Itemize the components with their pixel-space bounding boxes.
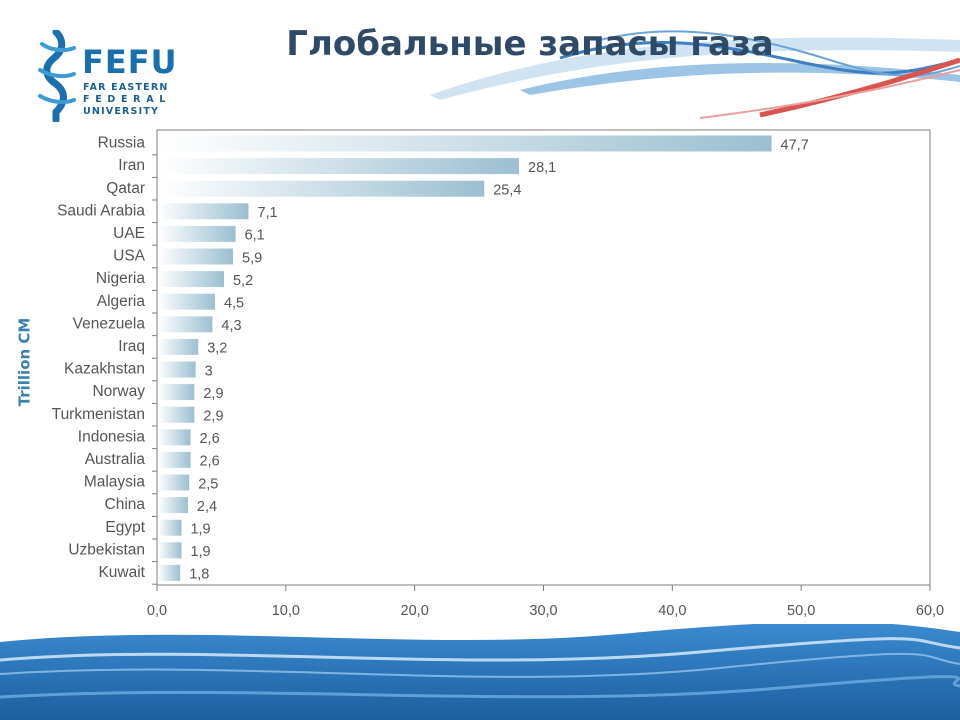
category-label: Uzbekistan (68, 541, 145, 558)
gas-reserves-bar-chart: Russia Iran Qatar Saudi Arabia UAE USA Nigeria… (16, 129, 944, 619)
category-label: Kazakhstan (64, 361, 145, 378)
fefu-logo: FEFU FAR EASTERN F E D E R A L UNIVERSIT… (34, 30, 194, 125)
category-label: Iraq (118, 338, 145, 355)
bar-china (158, 497, 188, 514)
bar-norway (158, 384, 195, 401)
category-label: Qatar (106, 180, 145, 197)
bar-egypt (158, 519, 182, 536)
plot-area-frame (156, 129, 931, 586)
logo-line-2: F E D E R A L (83, 94, 167, 105)
bar-uzbekistan (158, 542, 182, 559)
category-label: Egypt (105, 519, 145, 536)
bar-venezuela (158, 316, 213, 333)
x-tick-label: 10,0 (272, 603, 300, 619)
bar-australia (158, 451, 191, 468)
bar-kuwait (158, 564, 181, 581)
x-tick-label: 30,0 (529, 603, 557, 619)
value-label: 47,7 (781, 137, 809, 153)
bar-turkmenistan (158, 406, 195, 423)
category-label: Norway (92, 383, 145, 400)
category-label: China (105, 496, 146, 513)
value-label: 2,6 (199, 454, 219, 470)
bar-algeria (158, 293, 215, 310)
value-label: 1,9 (190, 522, 210, 538)
category-label: UAE (113, 225, 145, 242)
value-label: 28,1 (528, 160, 556, 176)
x-tick-label: 60,0 (916, 603, 944, 619)
value-label: 2,6 (199, 431, 219, 447)
bar-russia (158, 135, 772, 152)
category-label: USA (113, 248, 146, 265)
value-label: 4,5 (224, 296, 244, 312)
value-label: 2,5 (198, 476, 218, 492)
value-label: 3 (205, 363, 213, 379)
category-label: Venezuela (73, 315, 146, 332)
value-label: 3,2 (207, 341, 227, 357)
category-label: Malaysia (84, 474, 146, 491)
x-tick-label: 0,0 (147, 603, 167, 619)
slide-title: Глобальные запасы газа (286, 24, 774, 64)
x-tick-label: 40,0 (658, 603, 686, 619)
value-label: 2,4 (197, 499, 217, 515)
bar-nigeria (158, 271, 224, 288)
logo-wordmark: FEFU (82, 43, 178, 81)
value-label: 2,9 (203, 409, 223, 425)
y-axis-title: Trillion CM (16, 318, 34, 407)
category-label: Kuwait (98, 564, 145, 581)
category-label: Saudi Arabia (57, 202, 145, 219)
bar-kazakhstan (158, 361, 196, 378)
value-label: 25,4 (493, 183, 521, 199)
x-tick-label: 20,0 (401, 603, 429, 619)
bar-saudi-arabia (158, 203, 249, 220)
category-label: Turkmenistan (52, 406, 145, 423)
bar-iraq (158, 338, 199, 355)
logo-emblem-icon (38, 30, 76, 122)
bar-qatar (158, 180, 485, 197)
value-label: 7,1 (257, 205, 277, 221)
value-label: 5,9 (242, 250, 262, 266)
category-label: Algeria (97, 293, 146, 310)
bar-indonesia (158, 429, 191, 446)
value-label: 1,9 (190, 544, 210, 560)
bar-iran (158, 158, 520, 175)
bar-malaysia (158, 474, 190, 491)
category-label: Iran (118, 157, 145, 174)
logo-line-1: FAR EASTERN (83, 82, 169, 93)
bar-usa (158, 248, 234, 265)
value-label: 4,3 (221, 318, 241, 334)
value-label: 2,9 (203, 386, 223, 402)
category-label: Australia (85, 451, 146, 468)
x-tick-label: 50,0 (787, 603, 815, 619)
value-label: 1,8 (189, 567, 209, 583)
category-label: Indonesia (78, 428, 146, 445)
category-label: Nigeria (96, 270, 145, 287)
header-wave-decoration (430, 30, 960, 119)
bar-uae (158, 225, 236, 242)
footer-wave-decoration (0, 612, 960, 720)
value-label: 5,2 (233, 273, 253, 289)
value-label: 6,1 (245, 228, 265, 244)
logo-line-3: UNIVERSITY (83, 106, 160, 117)
category-label: Russia (98, 135, 146, 152)
